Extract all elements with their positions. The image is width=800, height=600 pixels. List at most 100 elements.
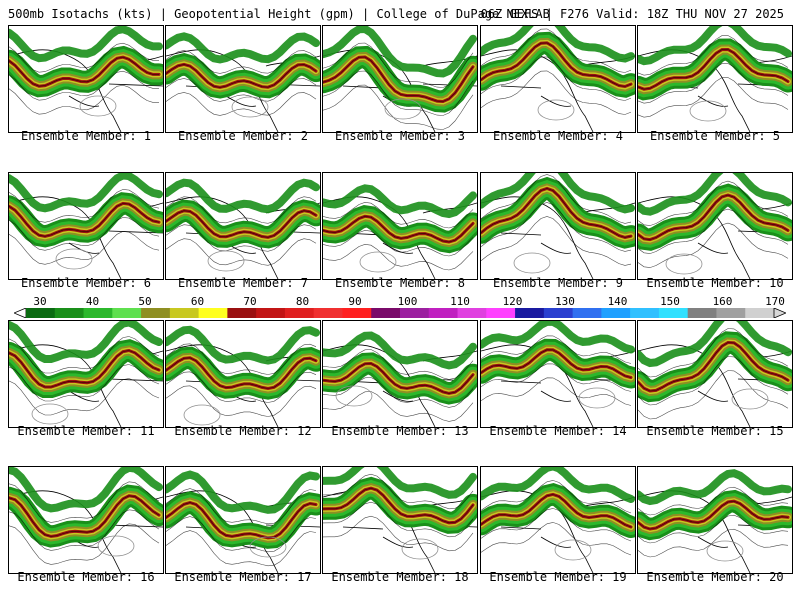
colorbar-tick-label: 110	[450, 295, 470, 308]
height-contour	[323, 56, 474, 102]
member-caption: Ensemble Member: 4	[492, 129, 624, 143]
height-contour	[638, 63, 789, 104]
height-contour	[9, 523, 160, 565]
height-contour	[9, 481, 160, 523]
map-panel-member-17	[165, 466, 321, 574]
colorbar-tick-label: 120	[502, 295, 523, 308]
height-contour-gray	[706, 540, 744, 562]
height-contour	[166, 488, 317, 525]
colorbar-swatch	[313, 308, 343, 318]
colorbar-tick-label: 60	[190, 295, 205, 308]
height-contour-gray	[249, 536, 287, 558]
height-contour	[166, 385, 317, 417]
height-contour	[638, 370, 789, 420]
map-panel-member-7	[165, 172, 321, 280]
colorbar-swatch	[26, 308, 56, 318]
colorbar-swatch	[400, 308, 430, 318]
member-caption: Ensemble Member: 19	[489, 570, 627, 584]
height-contour	[166, 224, 317, 252]
height-contour	[638, 222, 789, 268]
member-caption: Ensemble Member: 1	[20, 129, 152, 143]
map-graphic	[9, 467, 163, 573]
map-graphic	[638, 173, 792, 279]
height-contour	[9, 84, 159, 115]
member-caption: Ensemble Member: 20	[646, 570, 784, 584]
height-contour-gray	[689, 100, 727, 122]
colorbar-tick-label: 100	[397, 295, 418, 308]
height-contour-gray	[55, 248, 93, 270]
title-left: 500mb Isotachs (kts) | Geopotential Heig…	[8, 7, 550, 21]
height-contour	[9, 203, 160, 237]
member-caption: Ensemble Member: 12	[174, 424, 312, 438]
height-contour	[481, 174, 632, 224]
isotach-band-secondary	[638, 469, 792, 506]
isotach-band-secondary	[481, 321, 635, 354]
colorbar-swatch	[227, 308, 257, 318]
height-contour	[166, 210, 317, 238]
colorbar-tick-label: 40	[85, 295, 100, 308]
height-contour-gray	[731, 388, 769, 410]
height-contour	[323, 243, 474, 271]
height-contour	[323, 501, 474, 538]
height-contour-gray	[513, 252, 551, 274]
isotach-band-secondary	[481, 26, 635, 63]
height-contour	[166, 64, 317, 88]
colorbar-swatch	[371, 308, 401, 318]
member-caption: Ensemble Member: 8	[334, 276, 466, 290]
height-contour-gray	[665, 253, 703, 275]
height-contour	[323, 349, 474, 380]
height-contour	[166, 371, 317, 403]
map-panel-member-18	[322, 466, 478, 574]
height-contour	[323, 377, 474, 408]
isotach-band-secondary	[166, 178, 320, 214]
isotach-band-secondary	[166, 470, 320, 514]
colorbar-labels: 30 40 50 60 70 80 90 100 110 120 130 140 150 160 170	[0, 296, 800, 308]
member-caption: Ensemble Member: 17	[174, 570, 312, 584]
map-graphic	[481, 173, 635, 279]
height-contour	[9, 231, 160, 265]
height-contour	[638, 486, 789, 516]
height-contour	[323, 201, 474, 229]
colorbar-swatch	[342, 308, 372, 318]
height-contour	[166, 78, 317, 102]
height-contour	[481, 216, 632, 266]
height-contour	[9, 42, 159, 73]
colorbar-swatch	[687, 308, 717, 318]
height-contour	[481, 70, 632, 115]
member-caption: Ensemble Member: 16	[17, 570, 155, 584]
height-contour	[323, 229, 474, 257]
map-graphic	[323, 467, 477, 573]
colorbar-max-arrow	[773, 308, 786, 318]
height-contour-gray	[359, 251, 397, 273]
map-graphic	[323, 184, 477, 279]
height-contour	[9, 336, 160, 374]
map-graphic	[638, 321, 792, 427]
map-panel-member-13	[322, 320, 478, 428]
map-panel-member-15	[637, 320, 793, 428]
height-contour	[481, 363, 632, 392]
colorbar-tick-label: 160	[712, 295, 733, 308]
colorbar-tick-label: 130	[555, 295, 575, 308]
height-contour	[9, 217, 160, 251]
member-caption: Ensemble Member: 13	[331, 424, 469, 438]
colorbar-swatch	[486, 308, 516, 318]
member-caption: Ensemble Member: 7	[177, 276, 309, 290]
height-contour-gray	[231, 96, 269, 118]
height-contour	[166, 238, 317, 266]
map-graphic	[166, 32, 320, 132]
height-contour-gray	[183, 404, 221, 426]
colorbar-swatch	[256, 308, 286, 318]
height-contour	[166, 196, 317, 224]
map-graphic	[9, 26, 163, 132]
map-graphic	[9, 173, 163, 279]
member-caption: Ensemble Member: 9	[492, 276, 624, 290]
isotach-band-secondary	[638, 321, 792, 368]
isotach-band-secondary	[638, 26, 792, 66]
colorbar-min-arrow	[14, 308, 27, 318]
colorbar-swatch	[169, 308, 200, 318]
height-contour	[481, 494, 632, 528]
height-contour	[481, 522, 632, 556]
colorbar-swatch	[83, 308, 113, 318]
map-panel-member-9	[480, 172, 636, 280]
height-contour-gray	[401, 538, 439, 560]
